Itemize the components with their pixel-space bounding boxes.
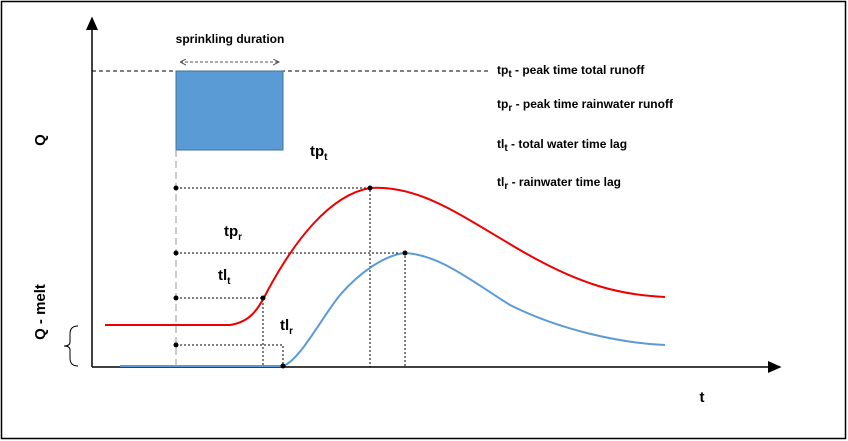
label-sub: r [238,232,242,243]
legend-base: tl [497,137,504,151]
label-sub: t [227,276,231,287]
guides [176,187,406,367]
tpr-label: tpr [224,223,242,243]
legend-item: tlt - total water time lag [497,137,627,154]
sprinkling-label: sprinkling duration [176,32,285,46]
tlt-label: tlt [218,267,231,287]
points [173,185,408,369]
legend-base: tp [497,63,508,77]
legend-text: - rainwater time lag [508,175,621,189]
label-base: tp [224,223,238,240]
legend-item: tlr - rainwater time lag [497,175,621,192]
melt-label: Q - melt [32,284,49,340]
legend-text: - peak time rainwater runoff [512,97,674,111]
rainwater-runoff-curve [120,251,666,367]
legend-base: tp [497,97,508,111]
tpt-label: tpt [310,143,328,163]
legend-base: tl [497,175,504,189]
label-base: tp [310,143,324,160]
tlr-label: tlr [280,317,293,337]
label-sub: t [324,152,328,163]
legend-text: - total water time lag [508,137,627,151]
legend-sub: r [508,103,512,114]
label-sub: r [289,326,293,337]
legend-sub: t [508,69,512,80]
y-axis-label: Q [32,134,49,146]
legend-item: tpt - peak time total runoff [497,63,645,80]
melt-brace [63,325,79,367]
legend-item: tpr - peak time rainwater runoff [497,97,674,114]
legend-text: - peak time total runoff [512,63,646,77]
label-base: tl [218,267,227,284]
legend-sub: t [504,143,508,154]
label-base: tl [280,317,289,334]
sprinkling-block [175,70,284,151]
total-runoff-curve [105,186,666,326]
x-axis-label: t [700,389,705,406]
legend-sub: r [504,181,508,192]
